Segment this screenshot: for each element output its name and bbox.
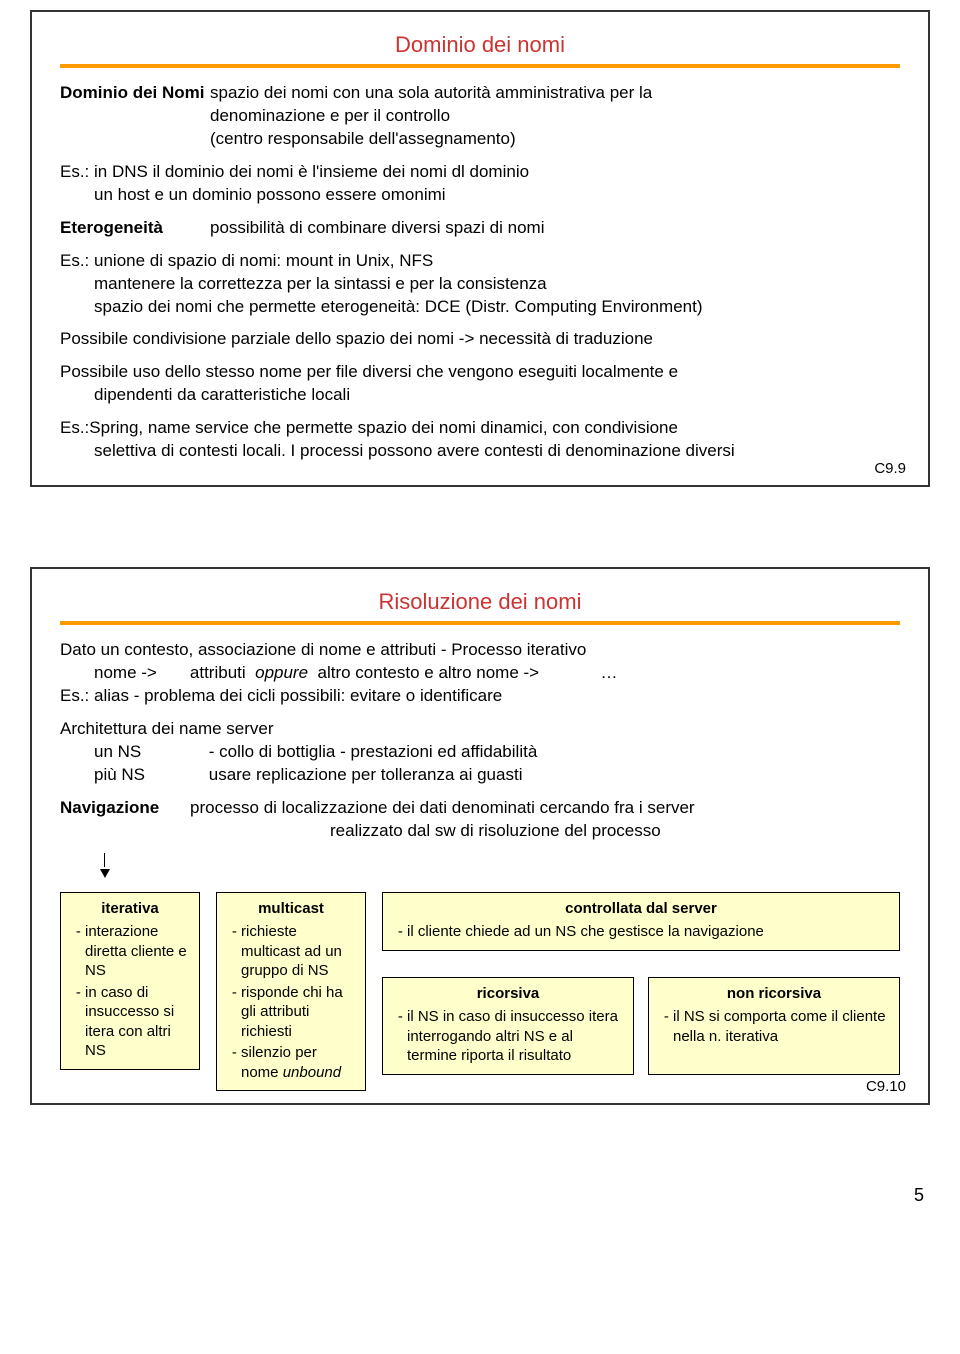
- list-item: risponde chi ha gli attributi richiesti: [241, 983, 355, 1042]
- box-iterativa: iterativa interazione diretta cliente e …: [60, 892, 200, 1070]
- text: usare replicazione per tolleranza ai gua…: [209, 765, 523, 784]
- text: - collo di bottiglia - prestazioni ed af…: [209, 742, 538, 761]
- term-dominio: Dominio dei Nomi: [60, 82, 210, 151]
- text: spazio dei nomi che permette eterogeneit…: [94, 297, 703, 316]
- slide-title: Risoluzione dei nomi: [60, 589, 900, 615]
- box-controllata: controllata dal server il cliente chiede…: [382, 892, 900, 951]
- text: altro contesto e altro nome ->: [318, 663, 540, 682]
- list-item: in caso di insuccesso si itera con altri…: [85, 983, 189, 1061]
- box-heading: ricorsiva: [393, 984, 623, 1004]
- page-footer-number: 5: [30, 1185, 930, 1206]
- list-item: il NS si comporta come il cliente nella …: [673, 1007, 889, 1046]
- text: oppure: [255, 663, 308, 682]
- text: dipendenti da caratteristiche locali: [94, 385, 350, 404]
- box-ricorsiva: ricorsiva il NS in caso di insuccesso it…: [382, 977, 634, 1075]
- horizontal-rule: [60, 621, 900, 625]
- text: denominazione e per il controllo: [210, 106, 450, 125]
- text: mantenere la correttezza per la sintassi…: [94, 274, 547, 293]
- box-heading: iterativa: [71, 899, 189, 919]
- slide-title: Dominio dei nomi: [60, 32, 900, 58]
- text: attributi: [190, 663, 246, 682]
- list-item: interazione diretta cliente e NS: [85, 922, 189, 981]
- term-eterogeneita: Eterogeneità: [60, 217, 210, 240]
- text: Architettura dei name server: [60, 719, 274, 738]
- text: possibilità di combinare diversi spazi d…: [210, 217, 900, 240]
- list-item: il NS in caso di insuccesso itera interr…: [407, 1007, 623, 1066]
- text: Possibile condivisione parziale dello sp…: [60, 328, 900, 351]
- list-item: silenzio per nome unbound: [241, 1043, 355, 1082]
- text: Es.: alias - problema dei cicli possibil…: [60, 686, 502, 705]
- text: processo di localizzazione dei dati deno…: [190, 798, 695, 817]
- box-heading: non ricorsiva: [659, 984, 889, 1004]
- list-item: richieste multicast ad un gruppo di NS: [241, 922, 355, 981]
- text: Es.: in DNS il dominio dei nomi è l'insi…: [60, 162, 529, 181]
- text: più NS: [94, 764, 204, 787]
- term-navigazione: Navigazione: [60, 797, 190, 843]
- text: un host e un dominio possono essere omon…: [94, 185, 446, 204]
- chevron-down-icon: [100, 869, 110, 878]
- text: Possibile uso dello stesso nome per file…: [60, 362, 678, 381]
- list-item: il cliente chiede ad un NS che gestisce …: [407, 922, 889, 942]
- slide-pagenum: C9.9: [874, 460, 906, 477]
- box-heading: controllata dal server: [393, 899, 889, 919]
- text: Es.:Spring, name service che permette sp…: [60, 418, 678, 437]
- text: spazio dei nomi con una sola autorità am…: [210, 83, 652, 102]
- horizontal-rule: [60, 64, 900, 68]
- slide-body: Dato un contesto, associazione di nome e…: [60, 639, 900, 1091]
- box-non-ricorsiva: non ricorsiva il NS si comporta come il …: [648, 977, 900, 1075]
- text: (centro responsabile dell'assegnamento): [210, 129, 516, 148]
- text: Es.: unione di spazio di nomi: mount in …: [60, 251, 433, 270]
- text: selettiva di contesti locali. I processi…: [94, 441, 735, 460]
- slide-1: Dominio dei nomi Dominio dei Nomi spazio…: [30, 10, 930, 487]
- text: …: [601, 663, 618, 682]
- text: realizzato dal sw di risoluzione del pro…: [330, 821, 661, 840]
- slide-body: Dominio dei Nomi spazio dei nomi con una…: [60, 82, 900, 463]
- arrow-line: [104, 853, 105, 867]
- box-heading: multicast: [227, 899, 355, 919]
- text: un NS: [94, 741, 204, 764]
- text: nome ->: [94, 663, 157, 682]
- slide-pagenum: C9.10: [866, 1078, 906, 1095]
- box-multicast: multicast richieste multicast ad un grup…: [216, 892, 366, 1092]
- slide-2: Risoluzione dei nomi Dato un contesto, a…: [30, 567, 930, 1105]
- text: Dato un contesto, associazione di nome e…: [60, 640, 586, 659]
